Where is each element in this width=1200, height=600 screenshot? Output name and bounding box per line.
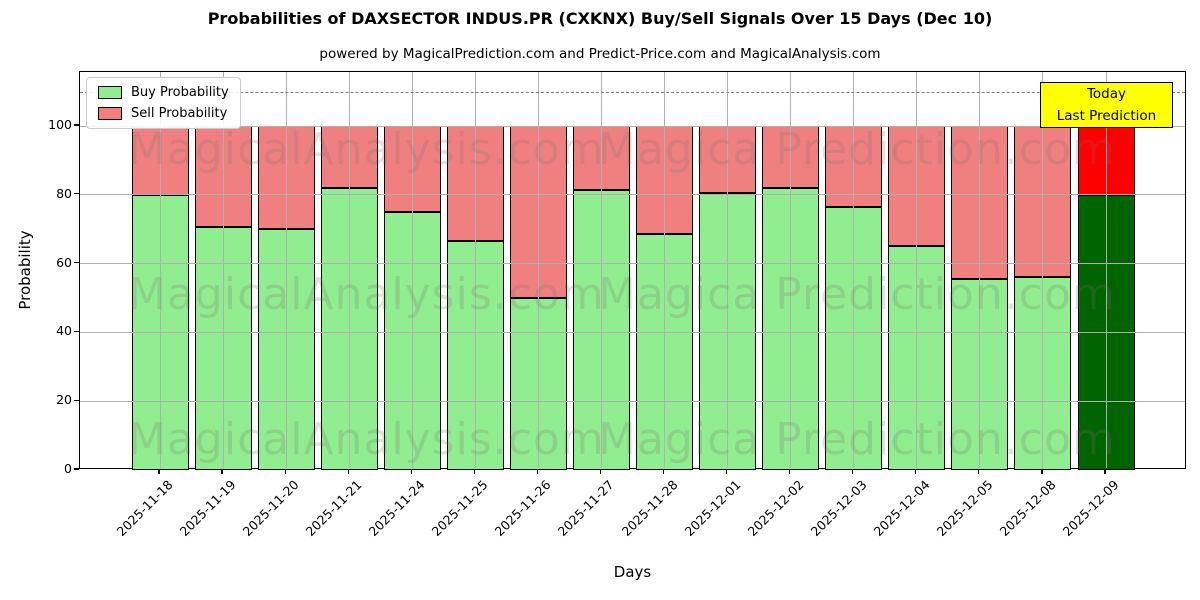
chart-legend: Buy Probability Sell Probability (86, 77, 241, 129)
x-tick-mark (221, 469, 223, 474)
y-tick-mark (74, 193, 79, 195)
x-tick-mark (789, 469, 791, 474)
x-tick-mark (978, 469, 980, 474)
x-gridline (979, 72, 981, 468)
x-gridline (285, 72, 287, 468)
y-axis-label: Probability (16, 230, 34, 310)
x-tick-mark (410, 469, 412, 474)
y-gridline (80, 263, 1185, 265)
plot-area: MagicalAnalysis.com Magica Prediction.com… (79, 71, 1186, 470)
y-tick-mark (74, 262, 79, 264)
y-tick-label: 40 (56, 323, 72, 339)
x-tick-mark (1104, 469, 1106, 474)
x-gridline (222, 72, 224, 468)
y-tick-label: 100 (48, 117, 72, 132)
x-gridline (348, 72, 350, 468)
x-tick-mark (599, 469, 602, 474)
x-gridline (853, 72, 855, 468)
x-axis-label: Days (613, 563, 652, 581)
chart-subtitle: powered by MagicalPrediction.com and Pre… (319, 46, 881, 62)
x-tick-mark (536, 469, 538, 474)
x-gridline (474, 72, 476, 468)
x-tick-mark (284, 469, 286, 474)
today-annotation-box: Today Last Prediction (1040, 82, 1173, 128)
x-tick-mark (915, 469, 917, 474)
x-gridline (411, 72, 413, 468)
y-tick-mark (74, 124, 79, 126)
legend-label-buy: Buy Probability (131, 85, 229, 100)
y-gridline (80, 194, 1185, 196)
x-tick-mark (347, 469, 349, 474)
x-tick-mark (473, 469, 475, 474)
x-gridline (600, 72, 602, 468)
legend-item-sell: Sell Probability (98, 106, 229, 121)
x-gridline (1105, 72, 1107, 468)
chart-title: Probabilities of DAXSECTOR INDUS.PR (CXK… (207, 9, 993, 28)
y-gridline (80, 400, 1185, 402)
legend-label-sell: Sell Probability (131, 106, 228, 121)
x-gridline (664, 72, 666, 468)
buy-swatch-icon (98, 86, 122, 99)
annotation-line2: Last Prediction (1056, 107, 1157, 124)
x-gridline (1042, 72, 1044, 468)
y-tick-mark (74, 330, 79, 332)
x-tick-mark (158, 469, 160, 474)
y-tick-mark (74, 399, 79, 401)
x-gridline (159, 72, 161, 468)
y-tick-label: 60 (56, 254, 72, 270)
y-tick-label: 20 (56, 392, 72, 408)
x-gridline (790, 72, 792, 468)
sell-swatch-icon (98, 107, 122, 120)
x-tick-mark (726, 469, 728, 474)
y-tick-mark (74, 468, 79, 470)
x-tick-mark (1041, 469, 1043, 474)
annotation-line1: Today (1086, 86, 1127, 102)
x-tick-mark (662, 469, 665, 474)
y-gridline (80, 125, 1185, 127)
y-tick-label: 0 (64, 461, 72, 476)
y-tick-label: 80 (56, 185, 72, 201)
legend-item-buy: Buy Probability (98, 85, 229, 100)
x-gridline (537, 72, 539, 468)
y-gridline (80, 331, 1185, 333)
x-tick-mark (852, 469, 854, 474)
threshold-line (80, 91, 1185, 93)
x-gridline (727, 72, 729, 468)
x-gridline (916, 72, 918, 468)
